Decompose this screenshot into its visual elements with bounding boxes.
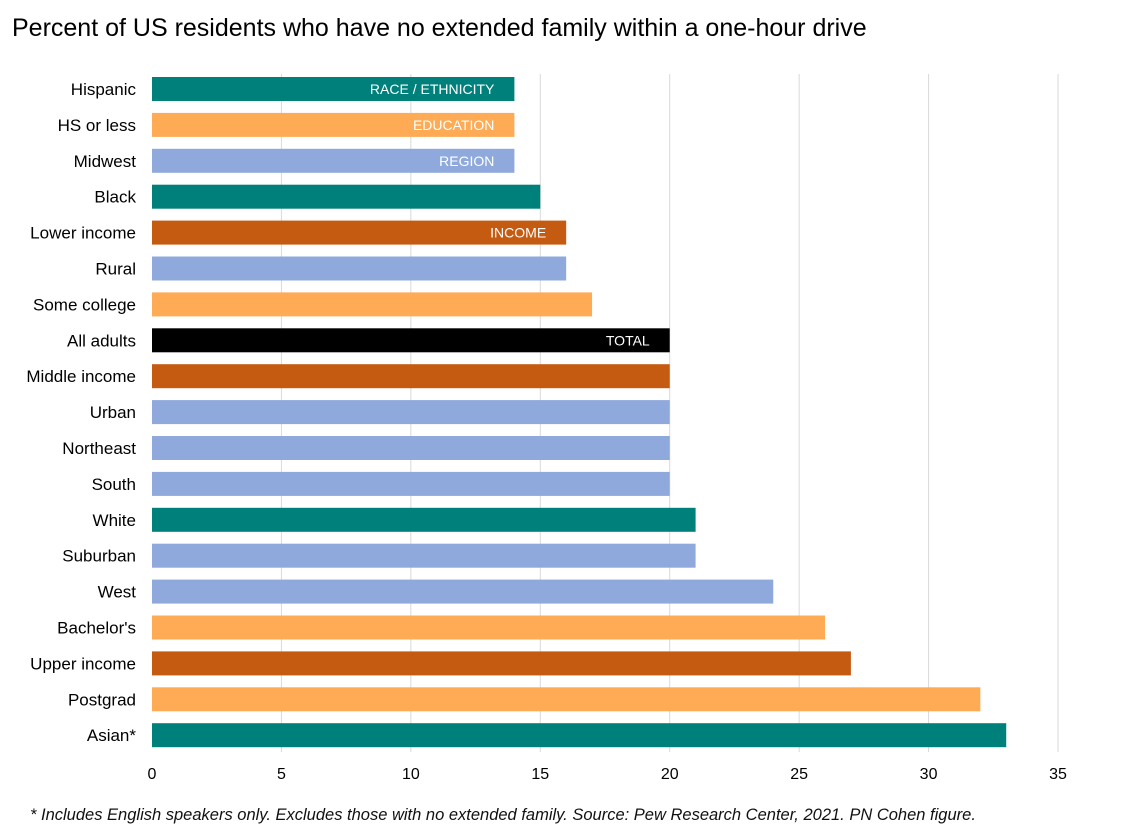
category-label: Some college: [33, 295, 136, 314]
category-labels: Hispanic HS or less Midwest Black Lower inco…: [26, 80, 136, 745]
bar: [152, 723, 1007, 748]
category-label: Northeast: [62, 439, 136, 458]
x-tick-label: 30: [920, 766, 938, 783]
category-label: South: [92, 475, 136, 494]
bar: [152, 543, 696, 568]
category-label: Upper income: [30, 654, 136, 673]
bar: [152, 220, 567, 245]
category-label: All adults: [67, 331, 136, 350]
bar: [152, 328, 670, 353]
bar: [152, 364, 670, 389]
x-tick-label: 5: [277, 766, 286, 783]
bar-group-label: INCOME: [490, 225, 546, 241]
bar: [152, 436, 670, 460]
bar: [152, 77, 515, 101]
category-label: HS or less: [58, 116, 136, 135]
category-label: Lower income: [30, 224, 136, 243]
category-label: Black: [94, 188, 136, 207]
category-label: Urban: [90, 403, 136, 422]
category-label: Asian*: [87, 726, 137, 745]
category-label: White: [93, 511, 136, 530]
bar: [152, 148, 515, 173]
bar: [152, 184, 541, 209]
bar: [152, 687, 981, 712]
bar: [152, 507, 696, 532]
bar: [152, 256, 567, 281]
bar-group-label: TOTAL: [606, 332, 650, 348]
x-tick-label: 25: [790, 766, 808, 783]
bar-group-label: RACE / ETHNICITY: [370, 81, 495, 97]
bar: [152, 651, 851, 676]
category-label: Postgrad: [68, 690, 136, 709]
category-label: Hispanic: [71, 80, 137, 99]
bar: [152, 579, 774, 604]
bars: RACE / ETHNICITY EDUCATION REGION INCOME TOT…: [152, 77, 1007, 748]
bar-group-label: REGION: [439, 153, 494, 169]
category-label: Midwest: [74, 152, 137, 171]
bar-group-label: EDUCATION: [413, 117, 494, 133]
bar: [152, 292, 593, 317]
bar: [152, 112, 515, 137]
x-tick-label: 15: [531, 766, 549, 783]
x-tick-label: 10: [402, 766, 420, 783]
category-label: Bachelor's: [57, 619, 136, 638]
category-label: Suburban: [62, 547, 136, 566]
bar: [152, 615, 826, 640]
category-label: Rural: [95, 260, 136, 279]
category-label: Middle income: [26, 367, 136, 386]
bar: [152, 471, 670, 496]
category-label: West: [98, 583, 137, 602]
bar-chart: RACE / ETHNICITY EDUCATION REGION INCOME TOT…: [26, 74, 1067, 783]
chart-title: Percent of US residents who have no exte…: [12, 14, 867, 42]
footnote: * Includes English speakers only. Exclud…: [30, 806, 976, 824]
x-tick-label: 0: [148, 766, 157, 783]
x-tick-label: 35: [1049, 766, 1067, 783]
x-axis-tick-labels: 0 5 10 15 20 25 30 35: [148, 766, 1067, 783]
bar: [152, 400, 670, 425]
x-tick-label: 20: [661, 766, 679, 783]
